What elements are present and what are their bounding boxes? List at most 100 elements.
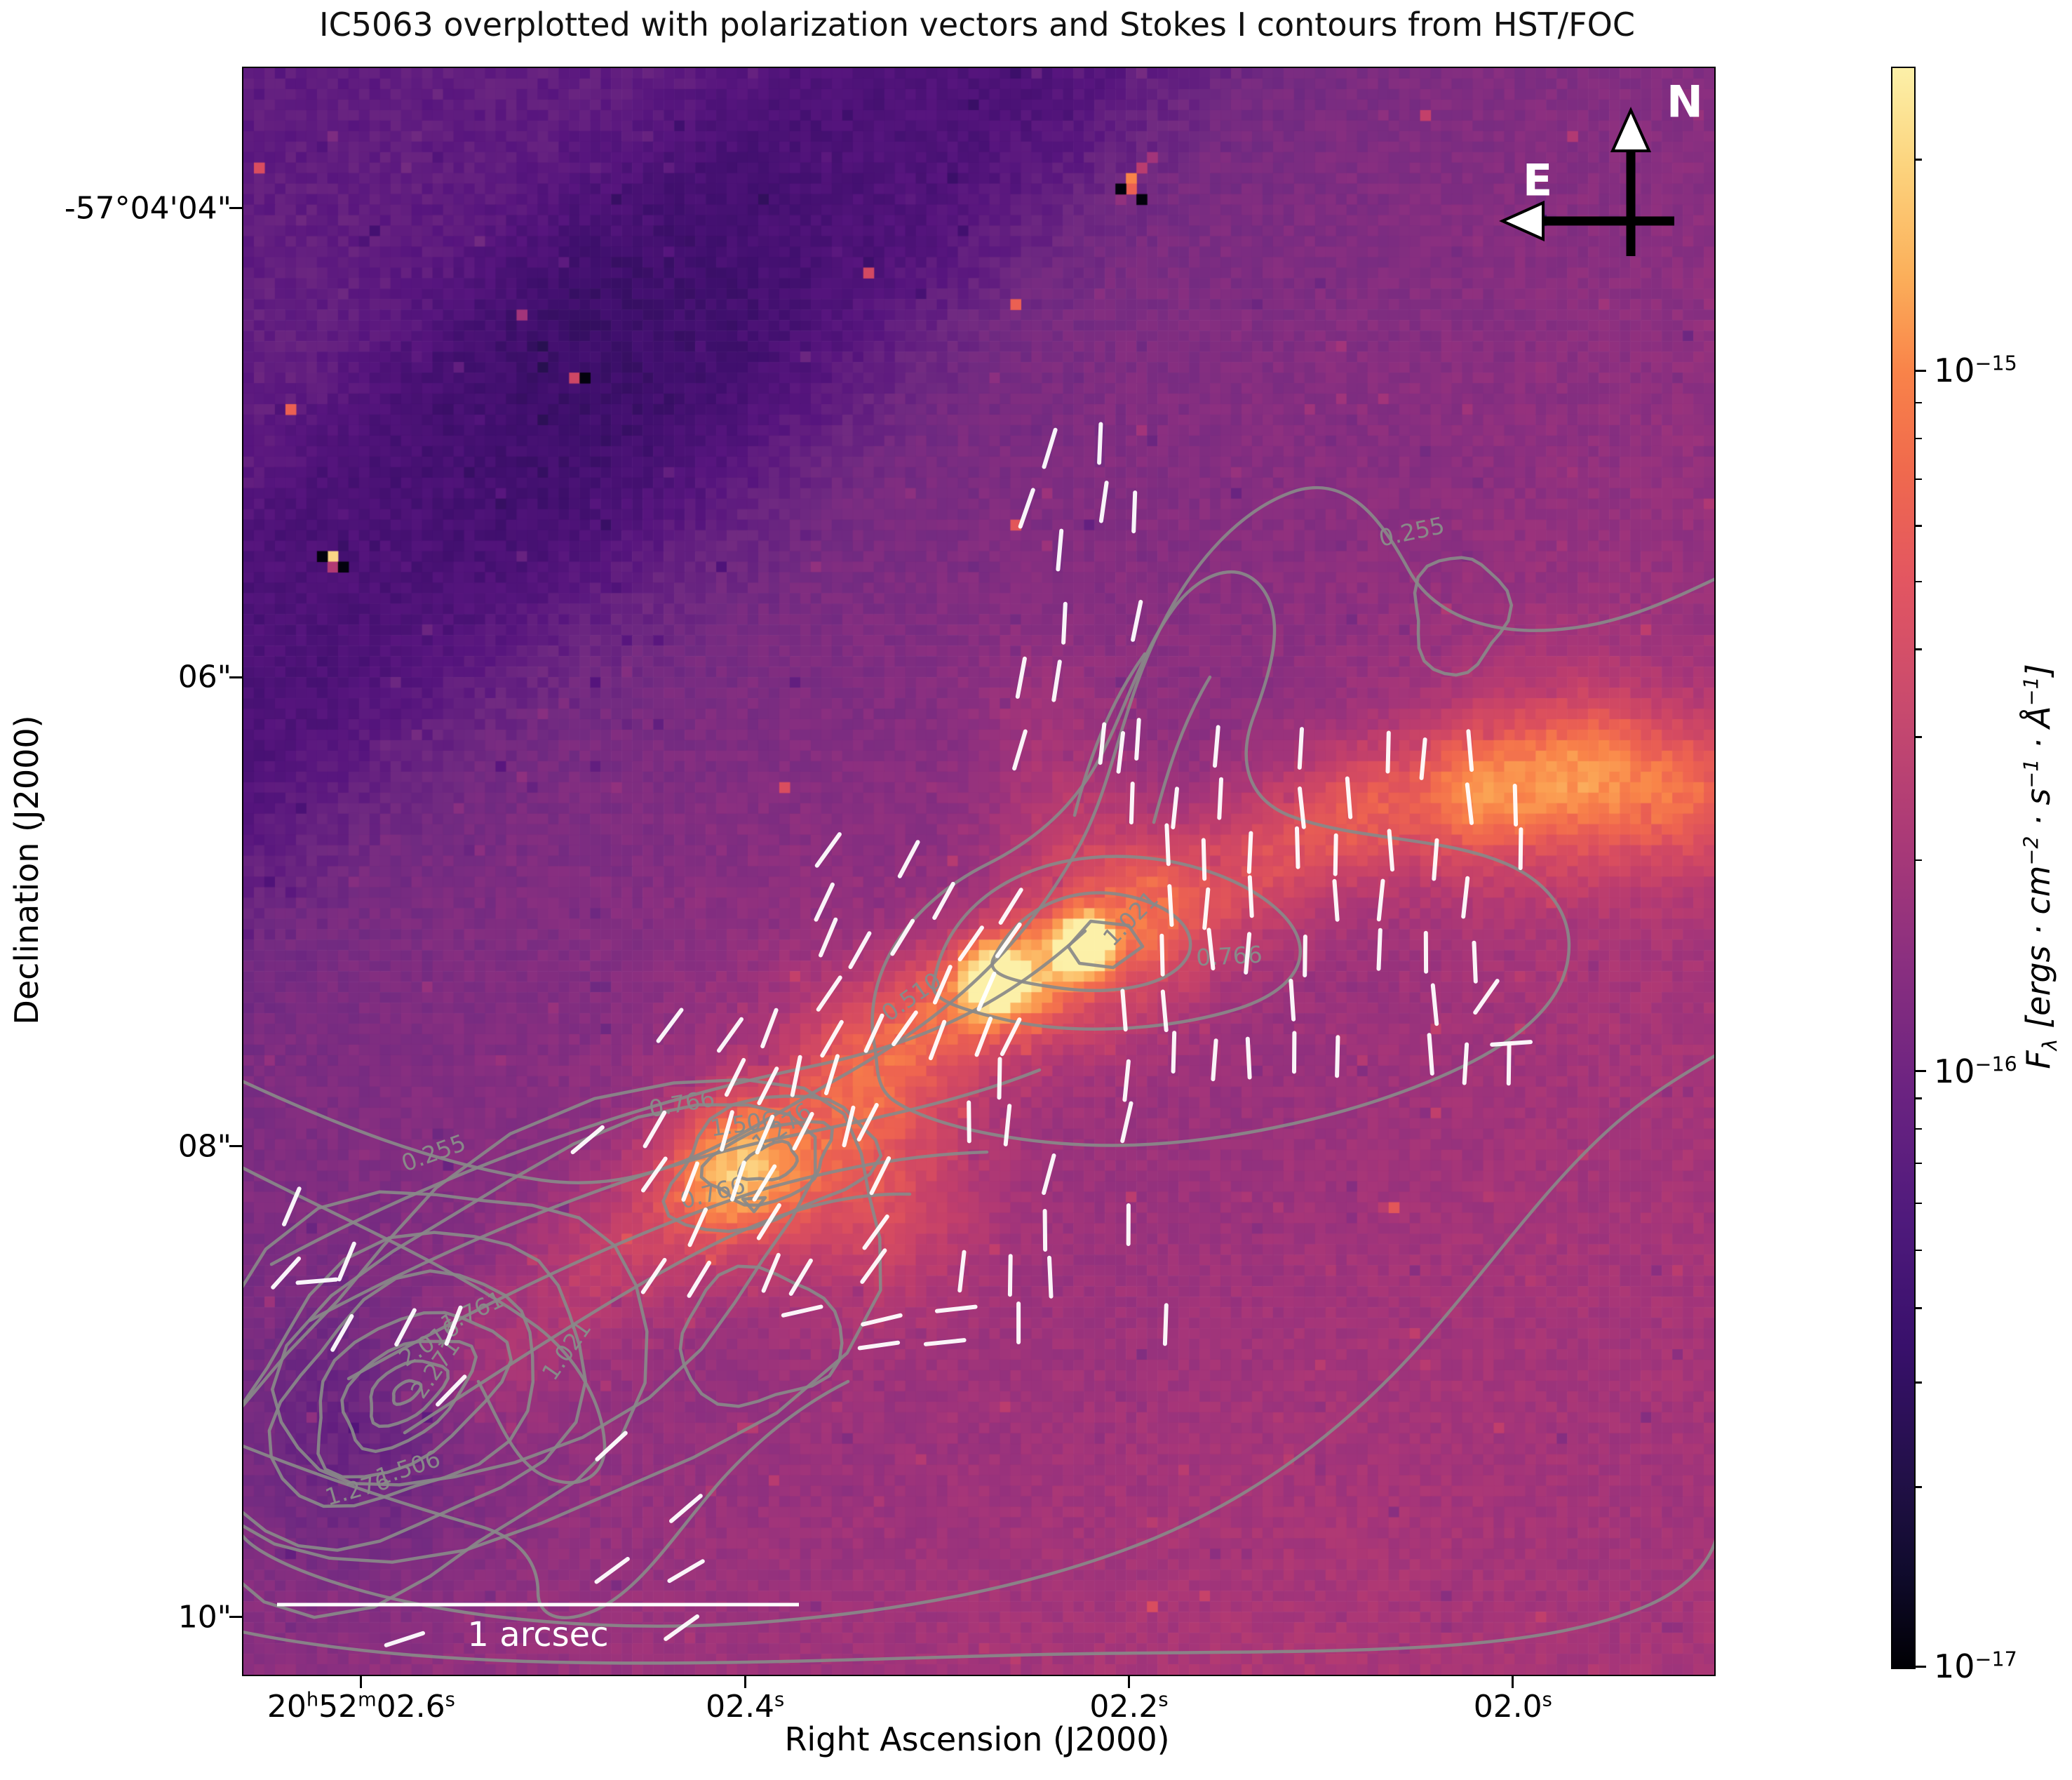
polarization-vector	[755, 1114, 775, 1155]
scale-bar-label: 1 arcsec	[467, 1615, 609, 1654]
polarization-vector	[1000, 1017, 1022, 1057]
polarization-vector	[860, 1248, 887, 1284]
polarization-vector	[932, 881, 955, 921]
polarization-vector	[995, 922, 1022, 958]
polarization-vector	[729, 1160, 746, 1202]
colorbar-minor-tick	[1914, 478, 1922, 481]
polarization-vector	[656, 1008, 684, 1043]
colorbar-minor-tick	[1914, 1307, 1922, 1309]
contour-label: 0.255	[1376, 511, 1447, 552]
polarization-vector	[595, 1431, 628, 1461]
polarization-vector	[923, 1338, 967, 1346]
polarization-vector	[394, 1308, 417, 1347]
polarization-vector	[1003, 1104, 1012, 1146]
colorbar-minor-tick	[1914, 736, 1922, 738]
polarization-vector	[1245, 1036, 1252, 1080]
polarization-vector	[667, 1559, 705, 1584]
polarization-vector	[857, 1340, 901, 1351]
polarization-vector	[934, 1304, 978, 1313]
colorbar-minor-tick	[1914, 859, 1922, 862]
polarization-vector	[1472, 940, 1478, 984]
polarization-vector	[957, 1250, 967, 1293]
polarization-vector	[928, 1019, 947, 1061]
colorbar-minor-tick	[1914, 580, 1922, 583]
x-tick-label: 20h52m02.6s	[267, 1689, 455, 1725]
polarization-vector	[1297, 727, 1304, 770]
polarization-vector	[869, 1156, 892, 1196]
polarization-vector	[1018, 488, 1035, 529]
polarization-vector	[1061, 601, 1068, 645]
colorbar-major-tick	[1914, 1070, 1926, 1073]
polarization-vector	[295, 1277, 339, 1285]
polarization-vector	[1131, 599, 1143, 642]
polarization-vector	[687, 1260, 711, 1298]
colorbar-major-tick	[1914, 1665, 1926, 1668]
polarization-vector	[1295, 826, 1300, 869]
polarization-vector	[957, 925, 984, 962]
y-tick-mark	[229, 676, 242, 678]
polarization-vector	[1164, 823, 1171, 866]
polarization-vector	[756, 1203, 781, 1240]
polarization-vector	[1473, 979, 1500, 1015]
polarization-vector	[1131, 490, 1138, 534]
contour-label: 0.766	[647, 1084, 717, 1123]
polarization-vector	[1432, 838, 1439, 881]
polarization-vectors	[271, 422, 1533, 1647]
polarization-vector	[594, 1557, 630, 1584]
polarization-vector	[1015, 656, 1027, 699]
polarization-vector	[1462, 1042, 1469, 1085]
plot-area: 0.255 0.255 1.761 2.016 2.271 1.021 1.506 1.276…	[242, 67, 1716, 1676]
compass-north-label: N	[1667, 76, 1703, 128]
colorbar-label: Fλ [ergs · cm−2 · s−1 · Å−1]	[2019, 664, 2062, 1069]
polarization-vector	[792, 1111, 814, 1151]
y-tick-mark	[229, 207, 242, 210]
colorbar-minor-tick	[1914, 1162, 1922, 1165]
polarization-vector	[1430, 983, 1439, 1026]
polarization-vector	[1012, 729, 1028, 771]
polarization-vector	[570, 1125, 605, 1155]
x-axis-label: Right Ascension (J2000)	[784, 1720, 1170, 1758]
y-tick-label: 06"	[177, 659, 231, 695]
polarization-vector	[752, 1164, 777, 1202]
polarization-vector	[1202, 887, 1211, 930]
polarization-vector	[1419, 737, 1427, 780]
polarization-vector	[824, 1054, 840, 1095]
polarization-vector	[1098, 481, 1109, 523]
colorbar-minor-tick	[1914, 437, 1922, 440]
compass-east-arrowhead-icon	[1499, 200, 1545, 242]
polarization-vector	[337, 1241, 356, 1282]
polarization-vector	[282, 1186, 302, 1226]
polarization-vector	[1097, 422, 1103, 465]
y-tick-mark	[229, 1616, 242, 1619]
polarization-vector	[1345, 776, 1353, 819]
polarization-vector	[1206, 928, 1216, 971]
polarization-vector	[1427, 1033, 1434, 1076]
polarization-vector	[1244, 932, 1252, 975]
polarization-vector	[1512, 784, 1519, 827]
polarization-vector	[1490, 1040, 1533, 1047]
polarization-vector	[1298, 787, 1306, 829]
polarization-vector	[687, 1207, 708, 1247]
polarization-vector	[1051, 660, 1062, 702]
x-tick-mark	[1127, 1675, 1130, 1688]
polarization-vector	[862, 1214, 889, 1250]
polarization-vector	[1098, 722, 1107, 765]
polarization-vector	[814, 882, 835, 922]
polarization-vector	[681, 1161, 699, 1202]
galaxy-flux-image	[243, 68, 1714, 1675]
polarization-vector	[717, 1017, 744, 1053]
polarization-vector	[1116, 731, 1125, 774]
y-tick-label: 10"	[177, 1599, 231, 1635]
polarization-vector	[1213, 725, 1220, 768]
polarization-vector	[1247, 875, 1254, 918]
polarization-vector	[1466, 729, 1474, 772]
contour-label: 1.021	[537, 1316, 597, 1386]
polarization-vector	[1042, 1209, 1048, 1252]
polarization-vector	[1211, 1038, 1218, 1082]
compass-icon	[1499, 107, 1674, 256]
colorbar-minor-tick	[1914, 1202, 1922, 1205]
polarization-vector	[861, 1313, 903, 1327]
polarization-vector	[384, 1631, 425, 1647]
x-tick-label: 02.0s	[1473, 1689, 1552, 1725]
